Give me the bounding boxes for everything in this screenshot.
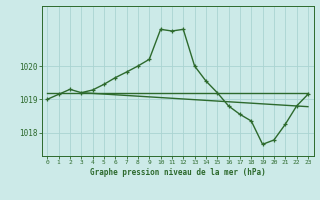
X-axis label: Graphe pression niveau de la mer (hPa): Graphe pression niveau de la mer (hPa) [90, 168, 266, 177]
